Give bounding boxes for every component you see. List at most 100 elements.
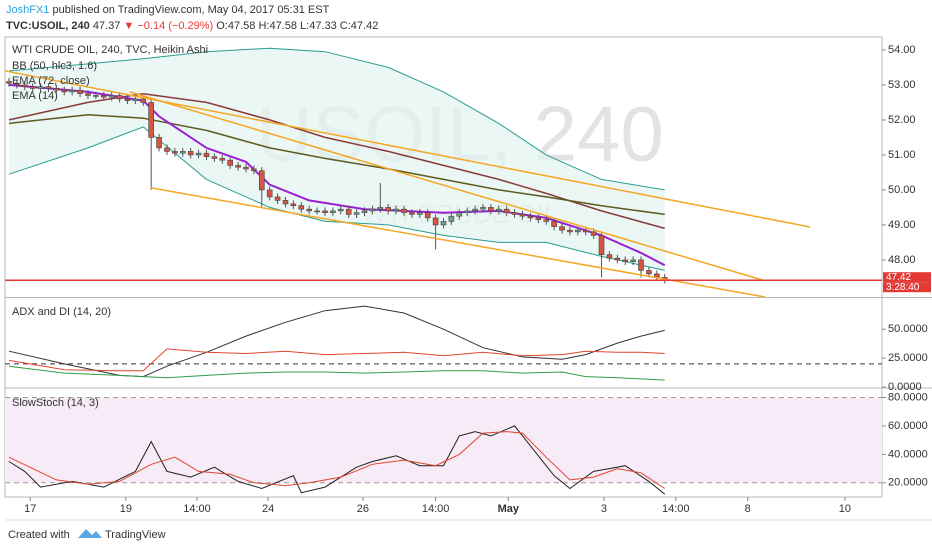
candle-body	[219, 158, 226, 161]
candle-body	[100, 95, 107, 98]
candle-body	[53, 88, 60, 91]
candle-body	[551, 221, 557, 227]
chart-layer: USOIL, 240WTI CRUDE OIL 48.00 49.00 50.00 51…	[5, 44, 931, 515]
level-band	[5, 397, 882, 483]
ohlc: O:47.58 H:47.58 L:47.33 C:47.42	[216, 20, 378, 32]
candle-body	[227, 159, 233, 166]
candle-body	[488, 207, 494, 212]
candle-body	[614, 257, 621, 261]
x-tick-label: 14:00	[662, 503, 690, 515]
candle-body	[37, 86, 44, 89]
candle-body	[361, 210, 368, 213]
change: ▼ −0.14 (−0.29%)	[123, 20, 213, 32]
candle-body	[385, 207, 391, 212]
price-label: 47.42	[886, 272, 911, 283]
author[interactable]: JoshFX1	[6, 4, 49, 16]
candle-body	[140, 98, 147, 103]
countdown: 3:28:40	[886, 282, 920, 293]
x-tick-label: 19	[120, 503, 132, 515]
candle-body	[314, 210, 320, 213]
symbol: TVC:USOIL, 240	[6, 20, 90, 32]
x-tick-label: 14:00	[183, 503, 211, 515]
header-line-2: TVC:USOIL, 240 47.37 ▼ −0.14 (−0.29%) O:…	[6, 20, 378, 32]
candle-body	[409, 212, 415, 215]
candle-body	[235, 165, 241, 168]
candle-body	[480, 207, 486, 210]
overlay-line	[8, 92, 665, 230]
candle-body	[646, 270, 652, 275]
candle-body	[559, 226, 565, 231]
y-tick-label: 54.00	[888, 44, 916, 56]
band-upper	[8, 47, 665, 191]
y-tick-label: 51.00	[888, 149, 916, 161]
candle-body	[274, 196, 281, 201]
candle-body	[440, 221, 447, 226]
footer-brand[interactable]: TradingView	[105, 529, 166, 541]
candle-body	[290, 203, 297, 206]
candle-body	[211, 156, 218, 159]
candle-body	[369, 208, 376, 212]
candle-body	[116, 95, 123, 100]
price-label-box	[883, 272, 931, 283]
y-tick-label: 52.00	[888, 114, 916, 126]
candle-body	[448, 215, 455, 222]
candle-body	[243, 166, 249, 170]
candle-body	[527, 215, 534, 219]
candle-body	[124, 98, 131, 101]
candle-body	[424, 212, 431, 219]
candle-body	[345, 208, 352, 215]
candle-body	[393, 208, 399, 212]
candle-body	[306, 208, 312, 212]
price: 47.37	[93, 20, 121, 32]
candle-body	[195, 152, 202, 156]
indicator-line	[8, 431, 665, 489]
candle-body	[377, 207, 384, 210]
candle-body	[179, 151, 186, 154]
candle-body	[416, 212, 423, 215]
indicator-line	[8, 425, 666, 495]
candle-body	[337, 208, 344, 212]
candle-body	[496, 208, 502, 212]
legend-title: WTI CRUDE OIL, 240, TVC, Heikin Ashi	[12, 44, 208, 56]
candle-body	[464, 210, 471, 213]
candle-body	[598, 235, 605, 255]
candle-body	[93, 95, 99, 97]
candle-body	[69, 89, 75, 93]
x-tick-label: 24	[262, 503, 274, 515]
indicator-line	[8, 348, 665, 372]
candle-body	[108, 95, 115, 98]
footer-created: Created with	[8, 529, 70, 541]
candle-body	[298, 205, 305, 210]
indicator-line	[8, 365, 665, 381]
y-tick-label: 40.0000	[888, 448, 928, 460]
candle-body	[638, 259, 644, 271]
panel	[5, 397, 882, 495]
y-tick-label: 20.0000	[888, 477, 928, 489]
candle-body	[543, 219, 550, 222]
candle-body	[45, 86, 52, 89]
candle-body	[203, 152, 210, 157]
y-tick-label: 50.0000	[888, 323, 928, 335]
candle-body	[148, 102, 154, 138]
candle-body	[606, 254, 613, 259]
candle-body	[590, 231, 597, 236]
candle-body	[567, 229, 573, 233]
y-tick-label: 49.00	[888, 219, 916, 231]
y-tick-label: 25.0000	[888, 352, 928, 364]
candle-body	[322, 210, 328, 213]
plot-frame	[4, 36, 883, 498]
candle-body	[266, 189, 273, 198]
x-tick-label: May	[498, 503, 520, 515]
candle-body	[535, 217, 542, 220]
candle-body	[29, 86, 36, 89]
legend-entry: BB (50, hlc3, 1.6)	[12, 60, 97, 72]
x-tick-label: 3	[601, 503, 607, 515]
candle-body	[85, 93, 91, 96]
y-tick-label: 48.00	[888, 254, 916, 266]
candle-body	[77, 89, 83, 94]
candle-body	[132, 98, 139, 101]
candle-body	[156, 137, 162, 149]
candle-body	[401, 208, 407, 213]
x-tick-label: 8	[745, 503, 751, 515]
